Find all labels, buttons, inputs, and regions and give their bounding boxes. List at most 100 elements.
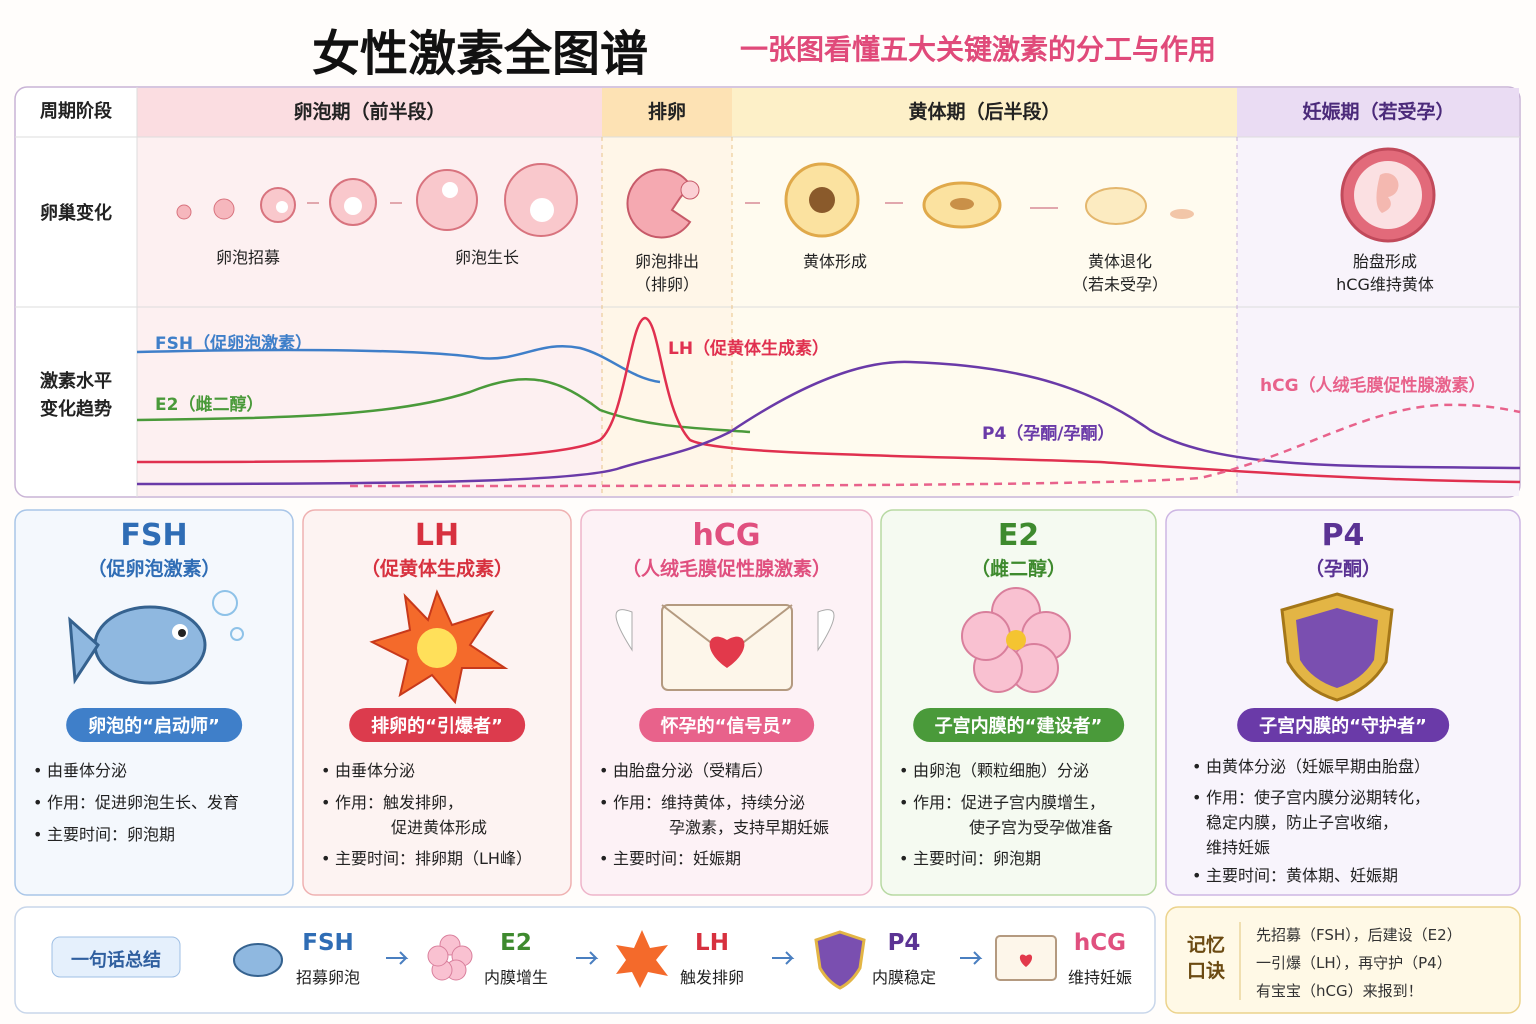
phase-head (137, 88, 602, 137)
phase-head (602, 88, 732, 137)
bullet-line: 作用：促进卵泡生长、发育 (47, 793, 240, 812)
bullet: 由卵泡（颗粒细胞）分泌 (899, 758, 1090, 783)
card-name: P4 (1321, 518, 1365, 553)
memory-title: 记忆 (1187, 934, 1226, 956)
summary-icons (233, 922, 1241, 1000)
phase-label: 卵泡期（前半段） (293, 101, 446, 123)
step-name: hCG (1073, 930, 1127, 956)
bullet: 作用：触发排卵， 促进黄体形成 (321, 790, 488, 840)
subtitle: 一张图看懂五大关键激素的分工与作用 (740, 33, 1217, 66)
hormone-curves (136, 316, 1521, 488)
bullet-line: 作用：使子宫内膜分泌期转化， (1206, 788, 1431, 807)
ovary-caption: 卵泡排出 （排卵） (635, 250, 699, 296)
phase-head (1237, 88, 1519, 137)
step-desc: 触发排卵 (679, 968, 744, 987)
hormone-card: P4 （孕酮） 子宫内膜的“守护者” 由黄体分泌（妊娠早期由胎盘） 作用：使子宫内膜分泌… (1166, 510, 1520, 895)
caption-line: 黄体形成 (802, 252, 868, 271)
bullet: 由垂体分泌 (33, 758, 128, 783)
summary-label: 一句话总结 (71, 950, 161, 971)
card-role: 卵泡的“启动师” (66, 708, 242, 742)
ovary-caption: 卵泡生长 (455, 246, 519, 269)
bullet-line: 由卵泡（颗粒细胞）分泌 (913, 761, 1090, 780)
bullet-line: 孕激素，支持早期妊娠 (669, 818, 830, 837)
row-label: 卵巢变化 (40, 203, 112, 224)
bullet: 由黄体分泌（妊娠早期由胎盘） (1192, 754, 1431, 779)
bullet-line: 由胎盘分泌（受精后） (613, 761, 774, 780)
bullet-line: 作用：触发排卵， (335, 793, 464, 812)
card-role: 排卵的“引爆者” (349, 708, 525, 742)
step-desc: 内膜稳定 (871, 968, 936, 987)
step-name: LH (695, 930, 729, 956)
caption-line: 胎盘形成 (1352, 252, 1417, 271)
ovary-icons (176, 147, 1436, 243)
curve-label: P4（孕酮/孕酮） (982, 424, 1115, 444)
bullet: 由垂体分泌 (321, 758, 416, 783)
bullet-line: 由垂体分泌 (47, 761, 128, 780)
caption-line: hCG维持黄体 (1336, 275, 1434, 294)
bullet-line: 作用：维持黄体，持续分泌 (613, 793, 806, 812)
bullet-line: 主要时间：排卵期（LH峰） (335, 849, 532, 868)
bullet: 主要时间：黄体期、妊娠期 (1192, 863, 1399, 888)
step-desc: 内膜增生 (483, 968, 548, 987)
caption-line: 卵泡排出 (634, 252, 700, 271)
bullet-line: 由垂体分泌 (335, 761, 416, 780)
bullet-line: 稳定内膜，防止子宫收缩， (1206, 813, 1399, 832)
card-name: hCG (692, 518, 761, 553)
bullet-line: 使子宫为受孕做准备 (969, 818, 1114, 837)
bullet: 主要时间：卵泡期 (33, 822, 176, 847)
curve-label: LH（促黄体生成素） (668, 339, 830, 359)
card-icons (68, 587, 1394, 705)
memory-line: 先招募（FSH），后建设（E2） (1256, 926, 1462, 944)
hormone-card: LH （促黄体生成素） 排卵的“引爆者” 由垂体分泌作用：触发排卵， 促进黄体形成主要时… (303, 510, 571, 895)
bullet-line: 主要时间：黄体期、妊娠期 (1206, 866, 1399, 885)
bullet: 作用：促进子宫内膜增生， 使子宫为受孕做准备 (899, 790, 1114, 840)
memory-title: 口诀 (1187, 960, 1226, 982)
bullet: 主要时间：卵泡期 (899, 846, 1041, 871)
caption-line: 卵泡招募 (215, 248, 281, 267)
step-name: FSH (302, 930, 354, 956)
phase-label: 妊娠期（若受孕） (1302, 101, 1455, 123)
card-role: 怀孕的“信号员” (638, 708, 815, 742)
card-role: 子宫内膜的“守护者” (1237, 708, 1449, 742)
grid (15, 87, 1520, 497)
ovary-caption: 卵泡招募 (216, 246, 280, 269)
row-label: 激素水平 (40, 371, 112, 392)
ovary-caption: 黄体形成 (803, 250, 867, 273)
memory-line: 一引爆（LH），再守护（P4） (1256, 954, 1452, 972)
card-fullname: （雌二醇） (970, 558, 1066, 580)
hormone-card: FSH （促卵泡激素） 卵泡的“启动师” 由垂体分泌作用：促进卵泡生长、发育主要时间：… (15, 510, 293, 895)
phase-bg (732, 88, 1237, 496)
step-name: P4 (887, 930, 921, 956)
bullet-line: 作用：促进子宫内膜增生， (913, 793, 1106, 812)
step-desc: 招募卵泡 (295, 968, 360, 987)
bullet-line: 维持妊娠 (1206, 838, 1271, 857)
card-name: LH (414, 518, 460, 553)
card-fullname: （人绒毛膜促性腺激素） (621, 558, 831, 580)
card-fullname: （孕酮） (1304, 558, 1381, 580)
bullet-line: 由黄体分泌（妊娠早期由胎盘） (1206, 757, 1431, 776)
caption-line: 卵泡生长 (454, 248, 520, 267)
phase-label: 排卵 (647, 101, 686, 123)
curve-label: FSH（促卵泡激素） (155, 334, 313, 354)
caption-line: （若未受孕） (1071, 275, 1169, 294)
phase-head (732, 88, 1237, 137)
card-fullname: （促卵泡激素） (87, 558, 221, 580)
phase-bg (137, 88, 602, 496)
title: 女性激素全图谱 (312, 26, 649, 82)
hormone-card: E2 （雌二醇） 子宫内膜的“建设者” 由卵泡（颗粒细胞）分泌作用：促进子宫内膜增生，… (881, 510, 1156, 895)
step-desc: 维持妊娠 (1067, 968, 1132, 987)
caption-line: （排卵） (634, 275, 700, 294)
memory-line: 有宝宝（hCG）来报到！ (1256, 982, 1423, 1000)
curve-label: hCG（人绒毛膜促性腺激素） (1260, 376, 1486, 396)
bullet-line: 主要时间：妊娠期 (613, 849, 742, 868)
bullet-line: 主要时间：卵泡期 (47, 825, 176, 844)
caption-line: 黄体退化 (1087, 252, 1153, 271)
card-fullname: （促黄体生成素） (360, 558, 513, 580)
step-name: E2 (500, 930, 532, 956)
bullet-line: 促进黄体形成 (391, 818, 488, 837)
curve-label: E2（雌二醇） (155, 395, 264, 415)
row-label: 变化趋势 (40, 399, 112, 420)
bullet: 主要时间：妊娠期 (599, 846, 742, 871)
